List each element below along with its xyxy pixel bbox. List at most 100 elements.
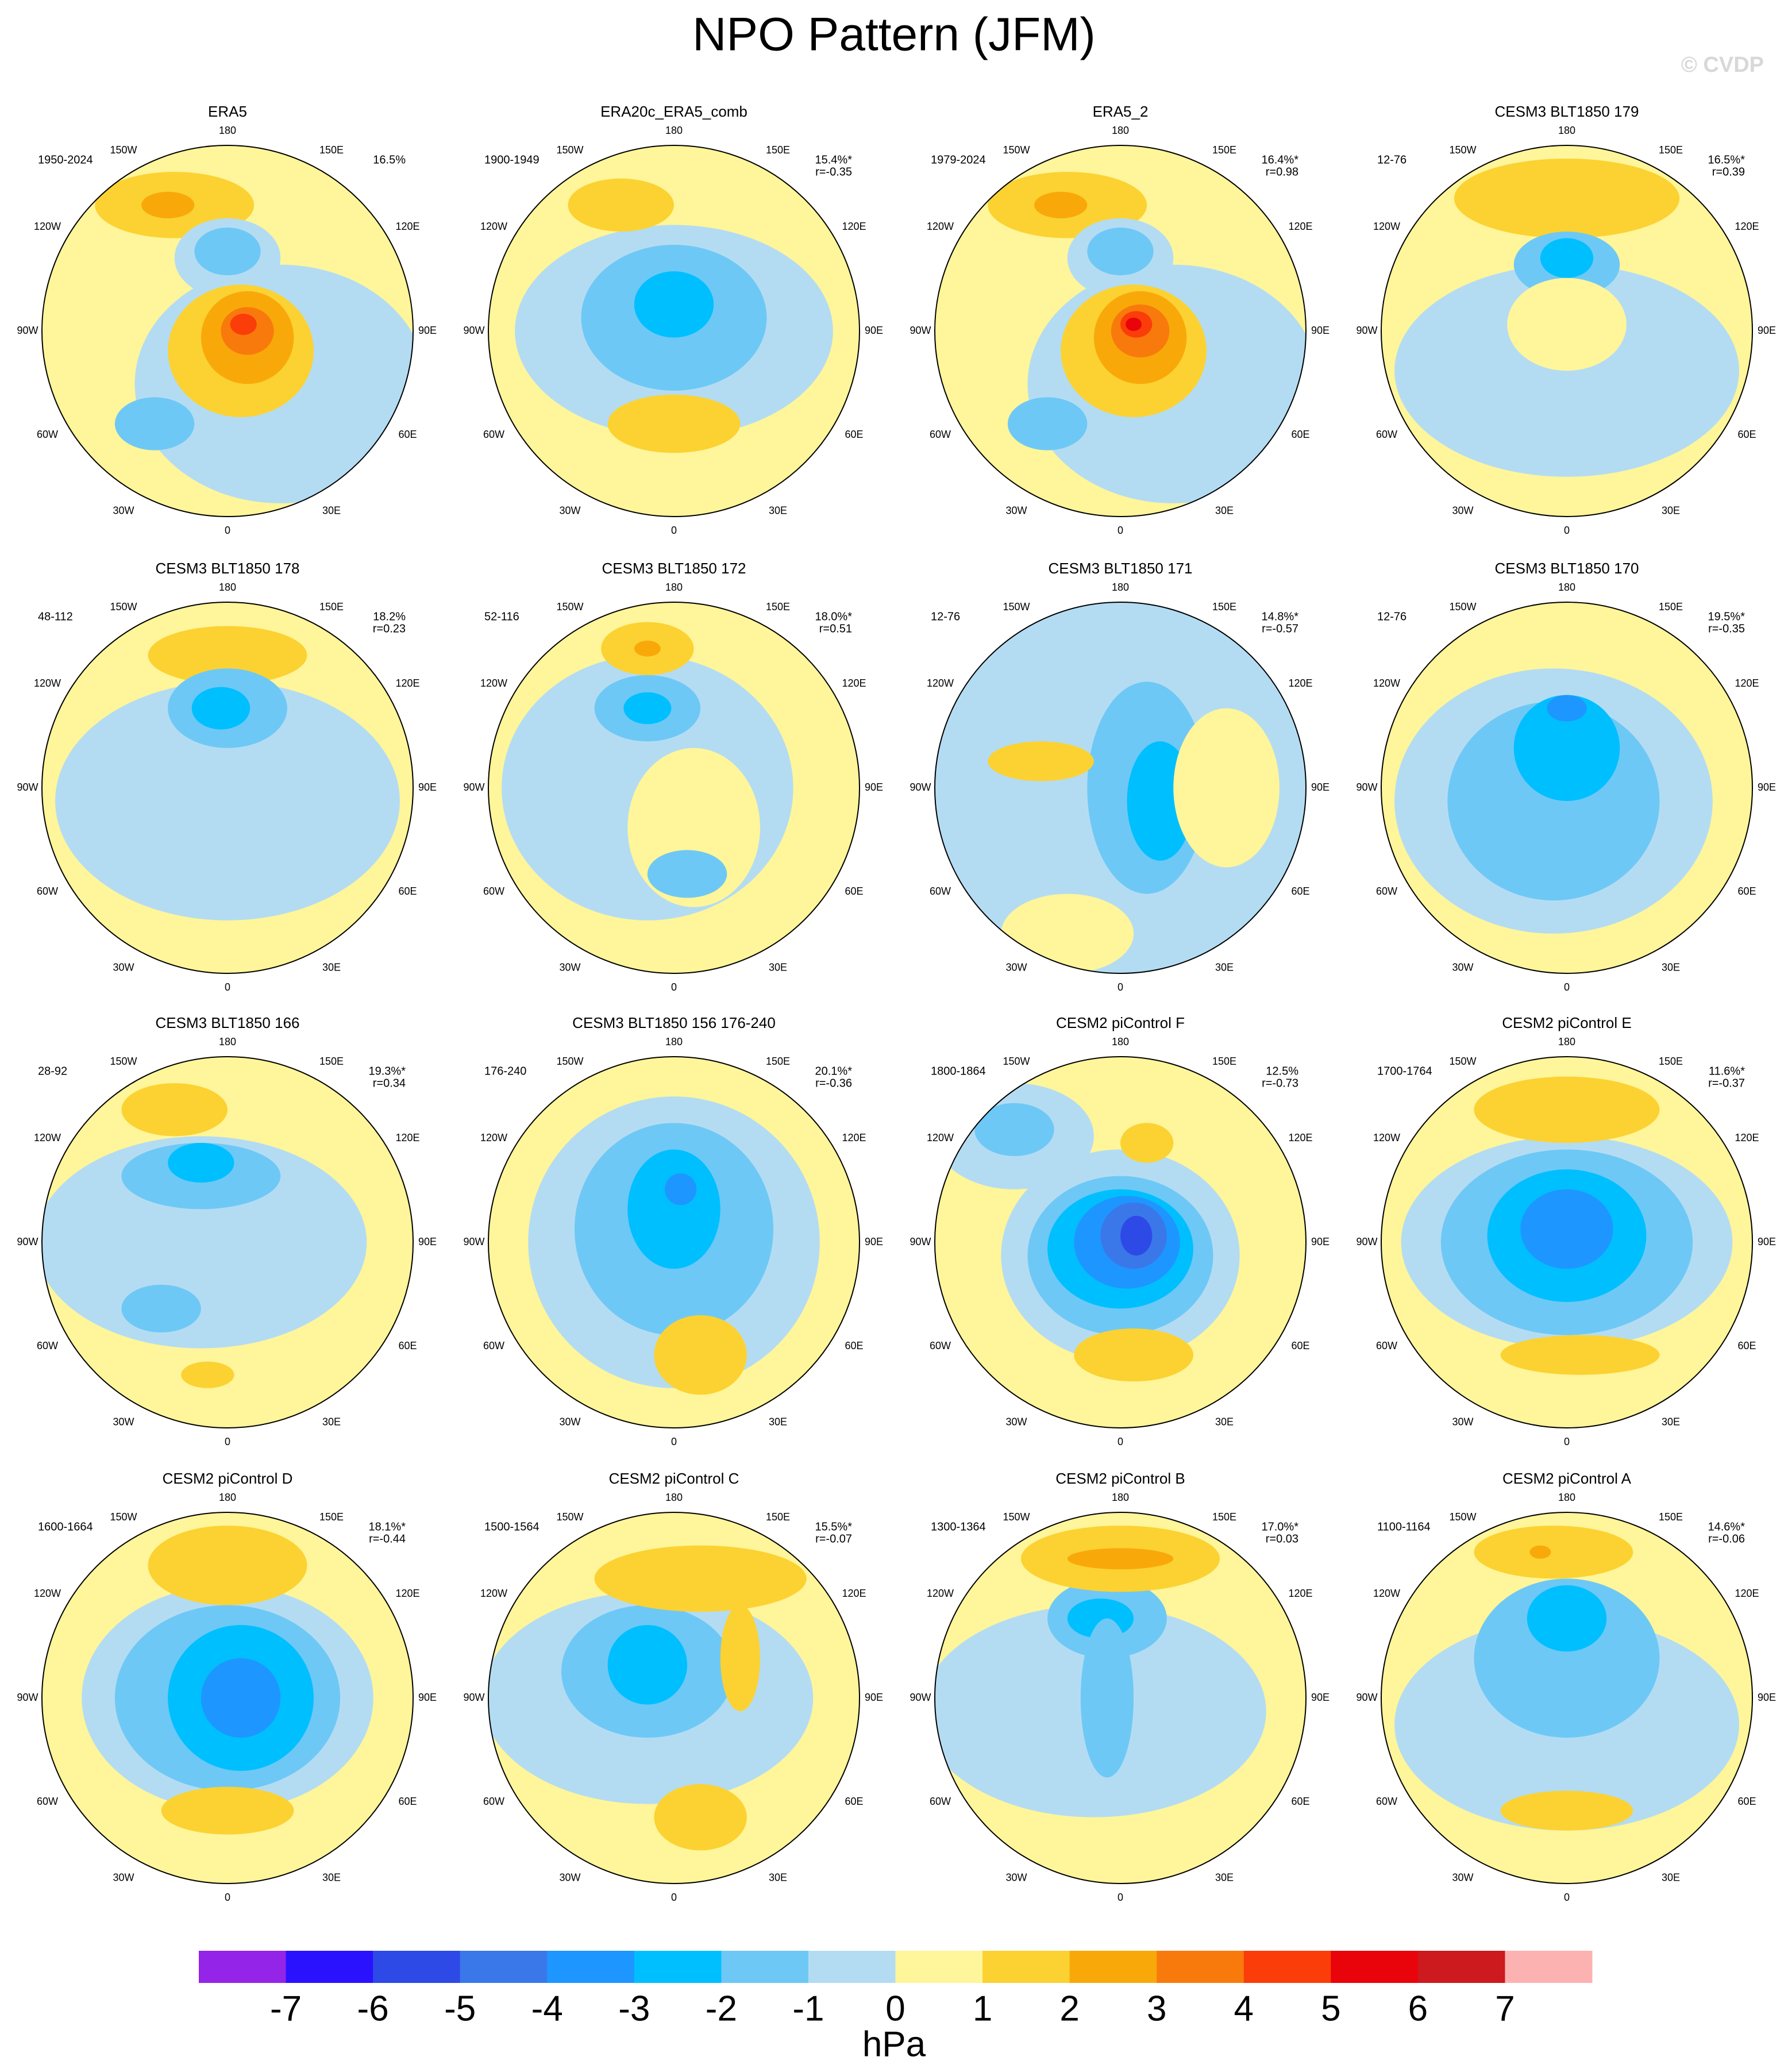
figure-title: NPO Pattern (JFM) [692,9,1096,61]
longitude-label: 90E [418,1692,437,1703]
map-panel: CESM2 piControl C 1500-1564 15.5%*r=-0.07 1… [463,1470,883,1903]
field-contour [623,692,672,725]
longitude-label: 180 [1558,1036,1575,1047]
colorbar-tick-label: 5 [1321,1989,1340,2028]
longitude-label: 180 [665,1492,683,1503]
longitude-label: 60E [1291,429,1309,440]
explained-variance: 19.3%* [369,1065,406,1077]
longitude-label: 150E [1212,601,1236,613]
field [935,1057,1306,1428]
longitude-label: 0 [225,525,230,536]
field-contour [627,1149,720,1269]
longitude-label: 30E [322,961,341,973]
longitude-label: 90W [1356,1692,1377,1703]
longitude-label: 120E [842,1588,866,1599]
longitude-label: 30E [769,961,787,973]
pattern-correlation: r=0.98 [1266,165,1298,178]
longitude-label: 0 [1118,1436,1123,1447]
longitude-label: 120W [1373,1588,1400,1599]
colorbar-box [286,1951,373,1983]
longitude-label: 150W [1449,144,1476,156]
panel-title: CESM2 piControl D [163,1470,293,1487]
longitude-label: 0 [671,1436,677,1447]
longitude-label: 150E [766,1511,790,1523]
longitude-label: 30E [322,1871,341,1883]
field-contour [121,1083,228,1137]
longitude-label: 120W [1373,221,1400,232]
longitude-label: 90E [1311,1236,1330,1247]
longitude-label: 60E [398,1796,417,1807]
longitude-label: 30W [1452,1416,1473,1427]
longitude-label: 150E [319,1511,344,1523]
longitude-label: 30W [113,961,134,973]
colorbar-box [634,1951,722,1983]
longitude-label: 150E [1659,601,1683,613]
map-panel: CESM3 BLT1850 172 52-116 18.0%*r=0.51 180 15… [463,560,883,993]
pattern-correlation: r=-0.37 [1708,1077,1745,1089]
longitude-label: 90E [865,781,883,793]
map-panel: CESM2 piControl D 1600-1664 18.1%*r=-0.44 1… [17,1470,437,1903]
colorbar-box [1069,1951,1157,1983]
field [42,145,413,517]
longitude-label: 120W [1373,677,1400,689]
longitude-label: 180 [1112,125,1129,136]
longitude-label: 120W [34,677,61,689]
explained-variance: 15.5%* [815,1520,853,1533]
longitude-label: 120W [480,221,507,232]
period: 1800-1864 [931,1065,986,1077]
longitude-label: 90E [418,325,437,336]
explained-variance: 18.2% [373,610,406,623]
colorbar-box [808,1951,896,1983]
longitude-label: 120E [1735,1132,1759,1143]
panel-title: CESM2 piControl B [1055,1470,1185,1487]
longitude-label: 60W [930,1340,951,1351]
map-border [488,145,860,517]
map-panel: ERA20c_ERA5_comb 1900-1949 15.4%*r=-0.35 18… [463,103,883,536]
explained-variance: 19.5%* [1708,610,1745,623]
longitude-label: 120E [842,1132,866,1143]
longitude-label: 90E [418,781,437,793]
field [42,1512,413,1884]
field-contour [634,640,661,657]
explained-variance: 16.5%* [1708,153,1745,166]
longitude-label: 30E [769,1871,787,1883]
longitude-label: 30W [559,504,580,516]
longitude-label: 120E [1288,221,1312,232]
longitude-label: 120E [395,677,419,689]
longitude-label: 30E [769,504,787,516]
panel-title: CESM2 piControl C [609,1470,739,1487]
longitude-label: 60W [1376,885,1397,897]
longitude-label: 30E [322,1416,341,1427]
period: 48-112 [38,610,73,623]
panel-title: CESM3 BLT1850 171 [1049,560,1193,577]
longitude-label: 0 [1118,1892,1123,1903]
period: 12-76 [1377,610,1406,623]
colorbar-tick-label: -3 [618,1989,650,2028]
map-border [41,1056,414,1428]
field-contour [114,397,195,450]
map-panel: CESM2 piControl A 1100-1164 14.6%*r=-0.06 1… [1356,1470,1776,1903]
map-panel: CESM2 piControl F 1800-1864 12.5%r=-0.73 18… [910,1014,1330,1447]
period: 12-76 [1377,153,1406,166]
map-panel: CESM2 piControl E 1700-1764 11.6%*r=-0.37 1… [1356,1014,1776,1447]
field [42,602,413,973]
colorbar-tick-label: -4 [531,1989,563,2028]
map-border [934,602,1307,974]
longitude-label: 90W [463,781,484,793]
longitude-label: 0 [1118,525,1123,536]
field-contour [1034,191,1088,218]
field-contour [1500,1335,1660,1375]
longitude-label: 90E [1758,325,1776,336]
longitude-label: 150E [1659,144,1683,156]
map-border [41,1512,414,1884]
colorbar-box [199,1951,287,1983]
longitude-label: 30W [113,1416,134,1427]
colorbar-tick-label: 3 [1147,1989,1166,2028]
field-contour [1007,397,1088,450]
longitude-label: 30W [1452,504,1473,516]
longitude-label: 60W [930,885,951,897]
map-border [1381,145,1753,517]
pattern-correlation: r=-0.44 [369,1532,406,1545]
longitude-label: 180 [1558,125,1575,136]
longitude-label: 90E [865,325,883,336]
